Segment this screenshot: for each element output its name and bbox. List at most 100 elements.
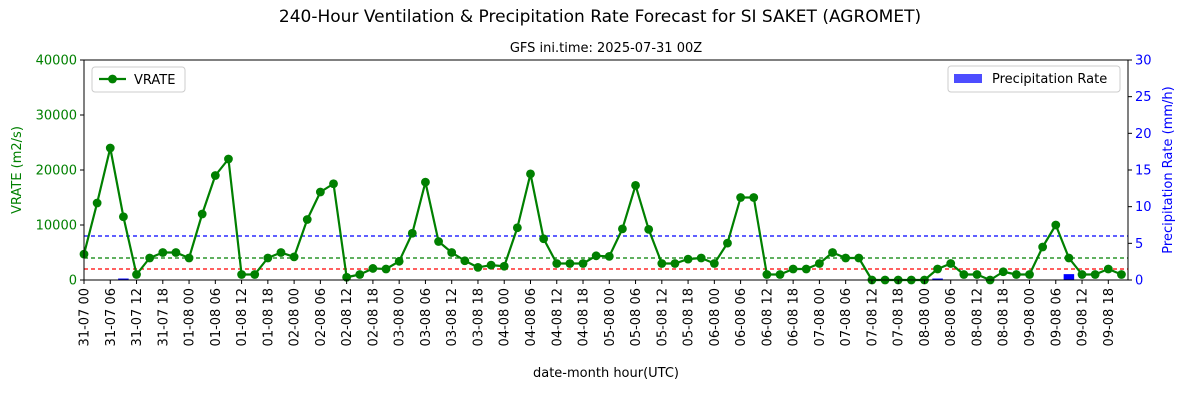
y-axis-left-label: VRATE (m2/s) bbox=[10, 126, 25, 214]
vrate-point bbox=[1117, 270, 1126, 279]
vrate-point bbox=[1077, 270, 1087, 279]
x-tick-label: 03-08 06 bbox=[419, 288, 434, 346]
x-tick-label: 03-08 12 bbox=[445, 288, 460, 346]
vrate-point bbox=[434, 237, 443, 246]
x-tick-label: 31-07 00 bbox=[78, 288, 93, 346]
vrate-point bbox=[145, 253, 155, 263]
legend-left-box bbox=[91, 66, 186, 93]
vrate-point bbox=[801, 264, 811, 274]
vrate-point bbox=[828, 248, 837, 257]
x-tick-label: 31-07 06 bbox=[104, 288, 119, 346]
x-tick-label: 06-08 18 bbox=[787, 288, 802, 346]
vrate-point bbox=[670, 259, 680, 268]
vrate-point bbox=[854, 253, 864, 263]
y-right-tick-label: 10 bbox=[1135, 200, 1152, 215]
vrate-point bbox=[355, 270, 365, 279]
x-tick-label: 05-08 18 bbox=[682, 288, 697, 346]
x-tick-label: 08-08 18 bbox=[997, 288, 1012, 346]
vrate-point bbox=[749, 193, 759, 202]
legend-right-box bbox=[947, 65, 1121, 93]
vrate-point bbox=[972, 270, 982, 279]
y-right-tick-label: 15 bbox=[1135, 164, 1152, 179]
x-axis-label: date-month hour(UTC) bbox=[533, 366, 679, 381]
x-tick-label: 01-08 12 bbox=[235, 288, 250, 346]
y-right-tick-label: 5 bbox=[1135, 237, 1143, 252]
legend-precip-swatch bbox=[954, 74, 982, 83]
vrate-point bbox=[788, 264, 798, 274]
vrate-point bbox=[250, 270, 260, 279]
y-right-tick-label: 30 bbox=[1135, 54, 1152, 69]
vrate-point bbox=[1011, 270, 1021, 279]
vrate-point bbox=[224, 154, 233, 164]
x-tick-label: 02-08 12 bbox=[340, 288, 355, 346]
vrate-point bbox=[683, 254, 693, 264]
vrate-point bbox=[210, 171, 220, 180]
vrate-point bbox=[736, 193, 746, 202]
vrate-point bbox=[1038, 242, 1048, 252]
y-right-tick-label: 20 bbox=[1135, 127, 1152, 142]
vrate-point bbox=[591, 251, 601, 261]
vrate-point bbox=[552, 259, 562, 268]
vrate-point bbox=[539, 234, 549, 244]
precip-bar bbox=[118, 278, 129, 280]
legend-precip-label: Precipitation Rate bbox=[992, 72, 1107, 87]
vrate-point bbox=[946, 259, 956, 268]
vrate-point bbox=[132, 270, 141, 279]
y-right-tick-label: 0 bbox=[1135, 274, 1143, 289]
vrate-point bbox=[368, 264, 378, 273]
x-tick-label: 09-08 12 bbox=[1076, 288, 1091, 346]
vrate-point bbox=[499, 261, 509, 271]
vrate-point bbox=[565, 259, 575, 268]
vrate-point bbox=[762, 270, 772, 279]
x-tick-label: 06-08 00 bbox=[708, 288, 723, 346]
vrate-point bbox=[342, 272, 352, 282]
x-tick-label: 06-08 06 bbox=[734, 288, 749, 346]
x-tick-label: 08-08 06 bbox=[944, 288, 959, 346]
vrate-point bbox=[237, 270, 246, 279]
vrate-point bbox=[959, 270, 969, 279]
x-tick-label: 09-08 00 bbox=[1023, 288, 1038, 346]
vrate-point bbox=[578, 259, 588, 268]
vrate-point bbox=[1025, 270, 1034, 279]
vrate-point bbox=[841, 253, 851, 263]
x-tick-label: 02-08 00 bbox=[288, 288, 303, 346]
x-tick-label: 01-08 00 bbox=[183, 288, 198, 346]
vrate-point bbox=[421, 177, 430, 187]
vrate-point bbox=[263, 253, 273, 263]
precip-bar bbox=[1063, 274, 1075, 280]
vrate-point bbox=[394, 256, 404, 266]
vrate-point bbox=[158, 248, 168, 257]
y-left-tick-label: 0 bbox=[69, 274, 77, 289]
vrate-point bbox=[631, 181, 640, 190]
x-tick-label: 03-08 00 bbox=[393, 288, 408, 346]
x-tick-label: 09-08 18 bbox=[1102, 288, 1117, 346]
vrate-point bbox=[302, 215, 312, 224]
vrate-point bbox=[709, 259, 719, 268]
vrate-point bbox=[315, 187, 325, 197]
vrate-point bbox=[604, 251, 614, 261]
vrate-point bbox=[184, 253, 194, 263]
x-tick-label: 04-08 18 bbox=[577, 288, 592, 346]
plot-frame bbox=[83, 59, 1129, 281]
vrate-point bbox=[329, 179, 338, 189]
x-tick-label: 05-08 12 bbox=[655, 288, 670, 346]
vrate-point bbox=[1051, 220, 1061, 230]
vrate-point bbox=[512, 223, 522, 233]
vrate-point bbox=[618, 224, 627, 234]
vrate-point bbox=[1103, 264, 1113, 274]
vrate-point bbox=[92, 198, 102, 208]
x-tick-label: 31-07 12 bbox=[130, 288, 145, 346]
y-left-tick-label: 40000 bbox=[36, 54, 77, 69]
vrate-point bbox=[197, 209, 207, 219]
x-tick-label: 02-08 06 bbox=[314, 288, 329, 346]
vrate-point bbox=[696, 253, 706, 263]
vrate-point bbox=[105, 143, 115, 153]
vrate-point bbox=[1090, 270, 1100, 279]
vrate-line bbox=[82, 146, 1122, 282]
vrate-point bbox=[723, 238, 732, 248]
chart-title: 240-Hour Ventilation & Precipitation Rat… bbox=[279, 7, 921, 27]
x-tick-label: 05-08 00 bbox=[603, 288, 618, 346]
x-tick-label: 07-08 00 bbox=[813, 288, 828, 346]
